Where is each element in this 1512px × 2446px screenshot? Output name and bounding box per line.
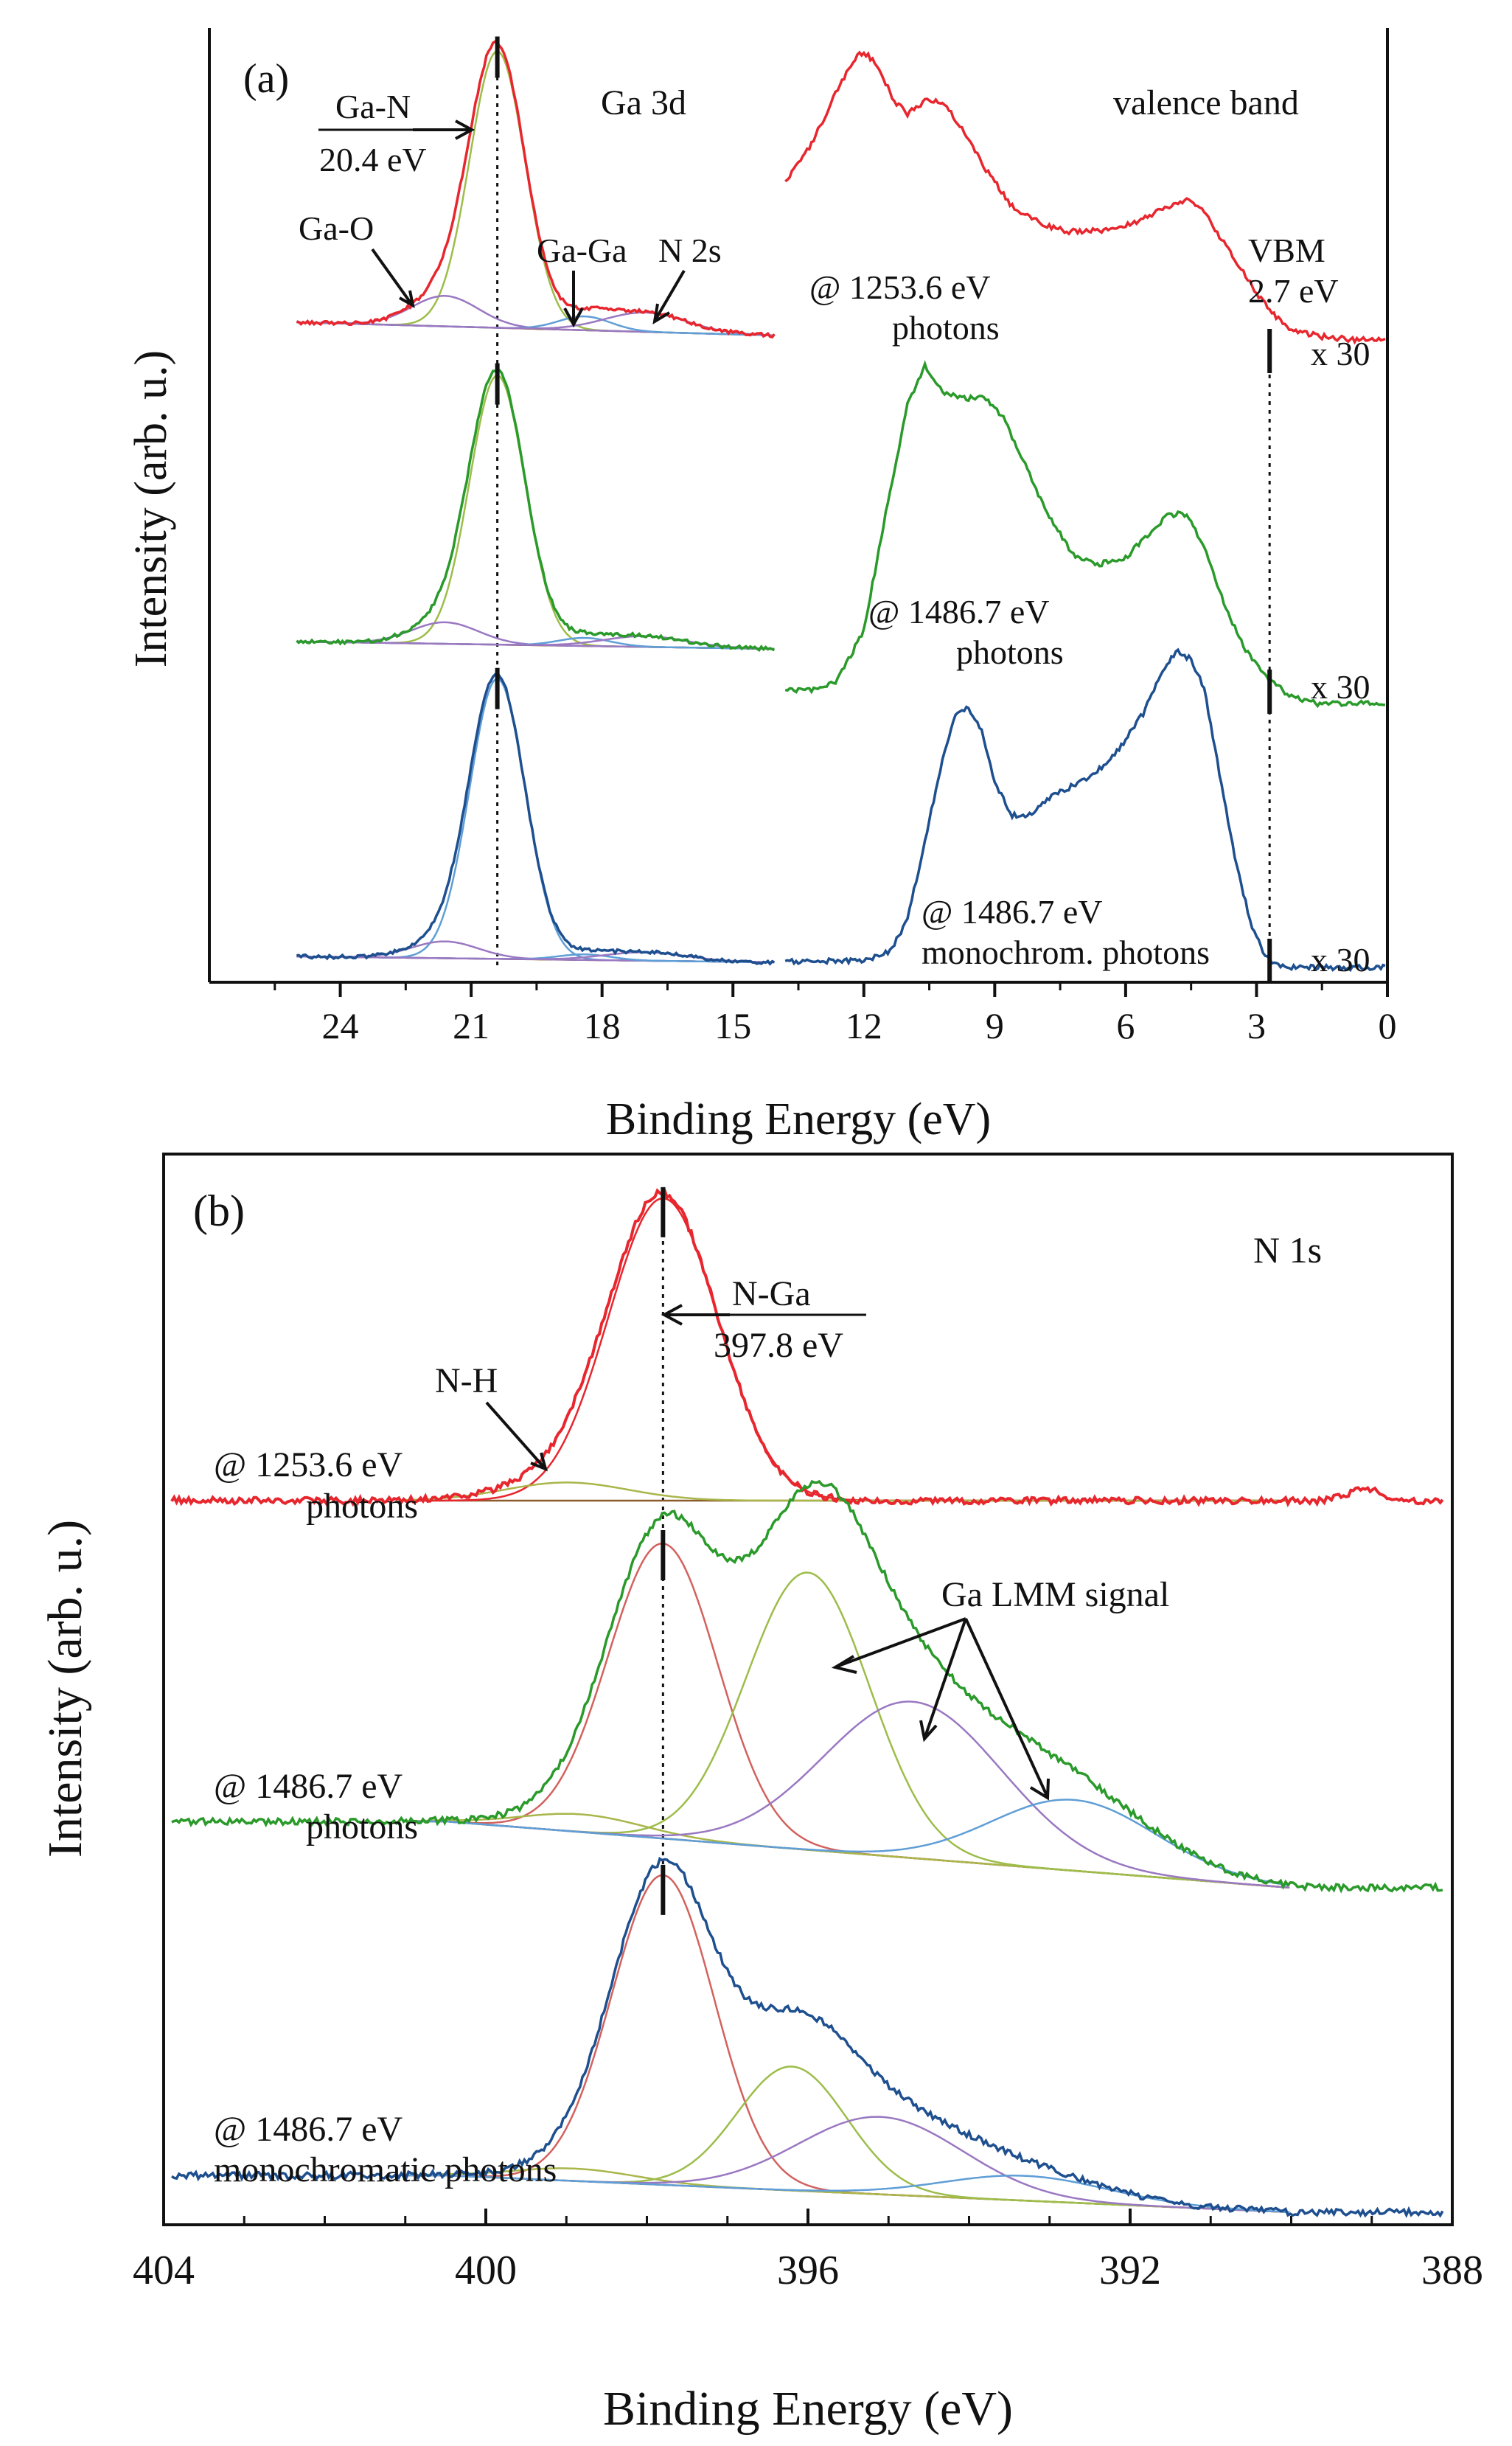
x-axis-label-a: Binding Energy (eV) [606, 1094, 991, 1144]
arrow-n-2s [652, 269, 686, 324]
ga3d-component-n-2s-1 [296, 311, 775, 336]
label-scale-2: x 30 [1311, 668, 1370, 706]
n1s-spectrum-1 [170, 1186, 1444, 1508]
label-source-b3-line2: monochromatic photons [214, 2150, 557, 2189]
arrow-n-ga [661, 1304, 730, 1326]
x-tick-label-a: 15 [714, 1005, 751, 1046]
label-n-2s: N 2s [658, 232, 722, 269]
panel-a: 24 21 18 15 12 9 6 3 0 (a) Ga 3d valence band Ga… [126, 28, 1397, 1144]
x-tick-label-a: 12 [846, 1005, 882, 1046]
ga3d-spectrum-1 [296, 40, 776, 339]
label-source-a3-line2: monochrom. photons [922, 934, 1210, 971]
label-source-a2-line1: @ 1486.7 eV [868, 593, 1050, 630]
label-n-1s: N 1s [1253, 1229, 1322, 1271]
ga3d-spectrum-3 [296, 670, 776, 966]
label-source-a1-line1: @ 1253.6 eV [809, 268, 991, 306]
n1s-spectrum-2 [171, 1479, 1443, 1894]
x-tick-label-b: 400 [455, 2248, 517, 2293]
ga3d-fit-components [296, 50, 775, 964]
n1s-spectrum-3 [170, 1857, 1444, 2219]
x-tick-label-a: 18 [584, 1005, 621, 1046]
n1s-component-ga-lmm-2 [405, 1799, 1290, 1887]
x-tick-label-a: 24 [322, 1005, 359, 1046]
label-vbm-energy: 2.7 eV [1248, 272, 1339, 310]
label-source-a2-line2: photons [956, 633, 1064, 671]
arrow-ga-lmm-1 [831, 1617, 966, 1674]
x-ticks-b: 404 400 396 392 388 [133, 2209, 1483, 2293]
label-source-b2-line2: photons [306, 1807, 418, 1846]
label-ga-o: Ga-O [299, 209, 374, 247]
label-ga-n-energy: 20.4 eV [319, 141, 427, 178]
valence-band-spectrum-3 [784, 647, 1386, 973]
label-ga-ga: Ga-Ga [537, 232, 627, 269]
valence-band-spectrum-2 [784, 360, 1386, 709]
x-tick-label-b: 404 [133, 2248, 195, 2293]
panel-label-a: (a) [243, 56, 289, 102]
label-source-b1-line2: photons [306, 1487, 418, 1526]
x-tick-label-a: 9 [986, 1005, 1004, 1046]
label-scale-3: x 30 [1311, 941, 1370, 979]
label-ga-lmm: Ga LMM signal [941, 1575, 1169, 1614]
spectra-a [296, 36, 1386, 983]
label-source-b2-line1: @ 1486.7 eV [214, 1767, 403, 1806]
ga3d-component-ga-n-3 [296, 677, 775, 964]
label-n-h: N-H [435, 1361, 498, 1400]
n1s-component-ga-lmm-3 [405, 2174, 1290, 2213]
n1s-component-n-h-1 [405, 1481, 1290, 1502]
label-source-a1-line2: photons [892, 309, 1000, 347]
x-tick-label-b: 388 [1421, 2248, 1483, 2293]
arrow-ga-n [413, 119, 475, 140]
label-valence-band: valence band [1113, 83, 1299, 122]
arrow-ga-ga [563, 271, 584, 328]
x-tick-label-b: 392 [1099, 2248, 1161, 2293]
arrow-n-h [485, 1401, 548, 1472]
ga3d-component-ga-n-2 [296, 374, 775, 650]
arrow-ga-lmm-2 [919, 1618, 967, 1743]
n1s-component-ga-lmm-2 [405, 1700, 1290, 1889]
x-tick-label-a: 3 [1247, 1005, 1266, 1046]
x-ticks-a: 24 21 18 15 12 9 6 3 0 [274, 982, 1397, 1046]
arrow-ga-o [371, 248, 415, 308]
n1s-component-n-ga-1 [405, 1197, 1290, 1502]
panel-label-b: (b) [193, 1186, 245, 1235]
x-tick-label-a: 6 [1116, 1005, 1135, 1046]
label-source-a3-line1: @ 1486.7 eV [922, 893, 1103, 931]
label-n-ga: N-Ga [732, 1274, 811, 1313]
n1s-component-ga-lmm-2 [405, 1571, 1290, 1889]
spectra-b [170, 1186, 1444, 2219]
y-axis-label-a: Intensity (arb. u.) [126, 350, 176, 667]
reference-lines-a [496, 59, 1271, 981]
label-vbm: VBM [1248, 232, 1325, 269]
arrow-ga-lmm-3 [964, 1618, 1050, 1801]
label-ga-n: Ga-N [335, 88, 411, 125]
x-tick-label-a: 21 [453, 1005, 490, 1046]
panel-b: 404 400 396 392 388 (b) N 1s N-Ga 397.8 eV N… [38, 1153, 1483, 2436]
valence-band-spectrum-1 [784, 50, 1386, 345]
label-scale-1: x 30 [1311, 335, 1370, 372]
x-tick-label-b: 396 [777, 2248, 839, 2293]
label-n-ga-energy: 397.8 eV [714, 1326, 843, 1365]
label-source-b1-line1: @ 1253.6 eV [214, 1445, 403, 1484]
x-tick-label-a: 0 [1379, 1005, 1397, 1046]
label-source-b3-line1: @ 1486.7 eV [214, 2110, 403, 2149]
x-axis-label-b: Binding Energy (eV) [603, 2382, 1013, 2436]
ga3d-spectrum-2 [296, 367, 776, 653]
n1s-fit-components [405, 1197, 1290, 2214]
label-ga-3d: Ga 3d [601, 83, 686, 122]
y-axis-label-b: Intensity (arb. u.) [38, 1520, 92, 1858]
